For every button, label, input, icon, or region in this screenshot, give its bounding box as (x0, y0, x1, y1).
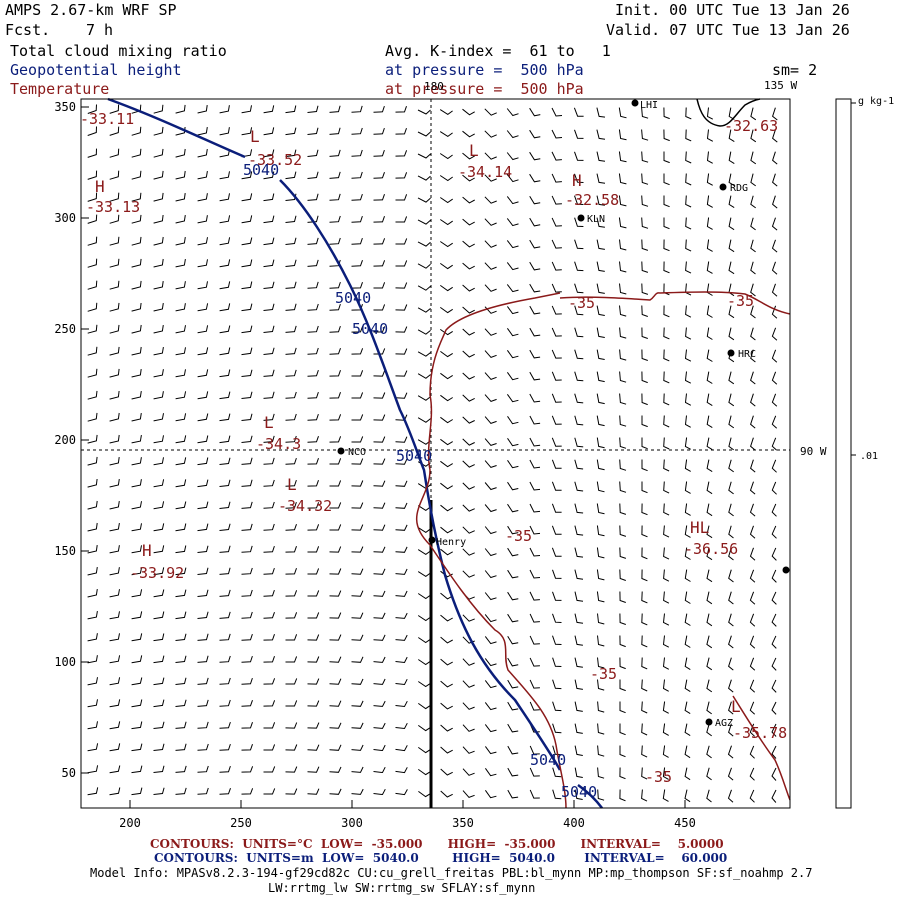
y-tick-label: 300 (54, 211, 76, 225)
temp-label: -34.3 (256, 435, 301, 453)
temp-label: -33.11 (80, 110, 134, 128)
x-tick-label: 300 (341, 816, 363, 830)
model-title: AMPS 2.67-km WRF SP (5, 1, 177, 19)
colorbar (835, 98, 852, 809)
temp-contour-label: -35 (590, 665, 617, 683)
temperature-contour-east (559, 291, 791, 315)
temperature-contour-main (415, 292, 567, 809)
x-tick-label: 450 (674, 816, 696, 830)
x-tick-label: 400 (563, 816, 585, 830)
center-l: L (250, 127, 260, 146)
center-l: L (469, 141, 479, 160)
colorbar-value: .01 (860, 451, 878, 462)
temperature-labels: -33.11 -33.52 -33.13 -34.14 -32.58 -32.6… (80, 110, 787, 786)
temp-contour-label: -35 (568, 294, 595, 312)
temp-label: -34.14 (458, 163, 512, 181)
station-agz: AGZ (705, 718, 733, 729)
svg-text:AGZ: AGZ (715, 718, 733, 729)
x-tick-label: 350 (452, 816, 474, 830)
temp-label: -32.63 (724, 117, 778, 135)
station-rdg: RDG (719, 183, 748, 194)
cloud-contour-ne (696, 98, 761, 127)
temperature-contour-info: CONTOURS: UNITS=°C LOW= -35.000 HIGH= -3… (150, 837, 724, 851)
y-axis-labels: 350 300 250 200 150 100 50 (54, 100, 76, 780)
height-contour-info: CONTOURS: UNITS=m LOW= 5040.0 HIGH= 5040… (154, 851, 728, 865)
fcst-value: 7 h (86, 21, 114, 39)
meridian-180-label: 180 (424, 80, 444, 93)
center-l: L (287, 475, 297, 494)
height-label: 5040 (335, 289, 371, 307)
smoothing-label: sm= 2 (772, 61, 818, 79)
model-info-line-1: Model Info: MPASv8.2.3-194-gf29cd82c CU:… (90, 866, 813, 880)
temp-contour-label: -35 (645, 768, 672, 786)
x-tick-label: 200 (119, 816, 141, 830)
field-temperature-label: Temperature (10, 80, 110, 98)
wind-barb-field (87, 104, 778, 803)
temp-label: -33.92 (130, 564, 184, 582)
temp-label: -33.52 (248, 151, 302, 169)
temp-label: -35.78 (733, 724, 787, 742)
svg-text:RDG: RDG (730, 183, 748, 194)
center-l: L (731, 697, 741, 716)
temp-contour-label: -35 (727, 292, 754, 310)
colorbar-unit: g kg-1 (858, 96, 894, 107)
temp-contour-label: -35 (505, 527, 532, 545)
station-kln: KLN (577, 214, 605, 225)
temp-label: -33.13 (86, 198, 140, 216)
x-tick-label: 250 (230, 816, 252, 830)
svg-text:NCO: NCO (348, 447, 366, 458)
height-label: 5040 (561, 783, 597, 801)
field-height-label: Geopotential height (10, 61, 182, 79)
station-hrc: HRC (727, 349, 756, 360)
station-lhi: LHI (631, 99, 658, 111)
center-h: H (572, 171, 582, 190)
height-contour-tail (577, 783, 603, 809)
svg-text:LHI: LHI (640, 100, 658, 111)
svg-text:KLN: KLN (587, 214, 605, 225)
temp-label: -32.58 (565, 191, 619, 209)
height-label: 5040 (530, 751, 566, 769)
pressure-height: at pressure = 500 hPa (385, 61, 584, 79)
stations: NCO Henry KLN RDG HRC AGZ LHI (337, 99, 790, 729)
valid-time: Valid. 07 UTC Tue 13 Jan 26 (606, 21, 850, 39)
pressure-centers: L H L H L L H HL L (95, 127, 741, 716)
center-l: L (264, 413, 274, 432)
field-cloud-label: Total cloud mixing ratio (10, 42, 227, 60)
svg-text:Henry: Henry (436, 537, 466, 548)
y-tick-label: 350 (54, 100, 76, 114)
k-index-avg: Avg. K-index = 61 to 1 (385, 42, 611, 60)
meridian-90w-label: 90 W (800, 445, 827, 458)
height-label: 5040 (243, 161, 279, 179)
wind-barbs (87, 104, 778, 803)
svg-text:HRC: HRC (738, 349, 756, 360)
y-tick-label: 50 (62, 766, 76, 780)
station-nco: NCO (337, 447, 366, 458)
meridian-135w-label: 135 W (764, 79, 797, 92)
model-info-line-2: LW:rrtmg_lw SW:rrtmg_sw SFLAY:sf_mynn (268, 881, 536, 895)
height-labels: 5040 5040 5040 5040 5040 5040 (243, 161, 597, 801)
center-h: H (95, 177, 105, 196)
station-edge (782, 566, 790, 574)
temp-label: -34.32 (278, 497, 332, 515)
center-hl: HL (690, 518, 709, 537)
temp-label: -36.56 (684, 540, 738, 558)
y-tick-label: 250 (54, 322, 76, 336)
temperature-contour-se (732, 695, 791, 801)
axis-tick-marks (81, 106, 686, 808)
height-label: 5040 (396, 447, 432, 465)
height-label: 5040 (352, 320, 388, 338)
center-h: H (142, 541, 152, 560)
y-tick-label: 200 (54, 433, 76, 447)
init-time: Init. 00 UTC Tue 13 Jan 26 (615, 1, 850, 19)
x-axis-labels: 200 250 300 350 400 450 (119, 816, 696, 830)
pressure-temperature: at pressure = 500 hPa (385, 80, 584, 98)
plot-frame (80, 98, 791, 809)
station-henry: Henry (428, 536, 466, 548)
y-tick-label: 150 (54, 544, 76, 558)
y-tick-label: 100 (54, 655, 76, 669)
height-contour-segment (107, 97, 246, 159)
fcst-label: Fcst. (5, 21, 51, 39)
height-contour-main (279, 179, 562, 771)
